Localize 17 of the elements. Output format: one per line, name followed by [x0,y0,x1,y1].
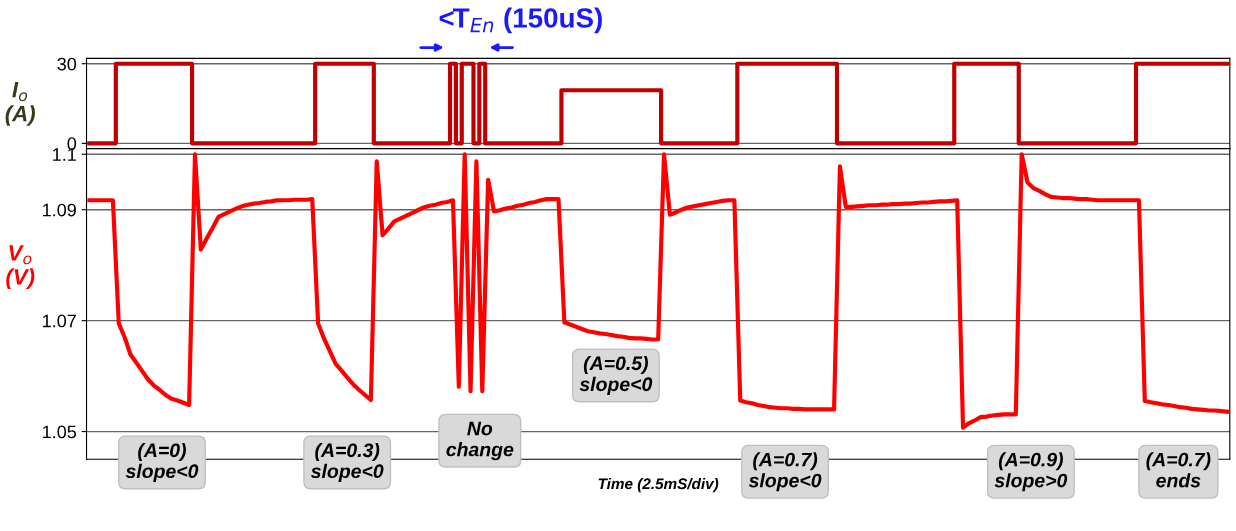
y-tick-label: 1.09 [43,203,76,217]
y-tick-label: 1.05 [43,425,77,439]
annotation: (A=0.7) slope<0 [748,452,822,492]
y-tick-label: 30 [57,57,77,71]
annotation: (A=0.3) slope<0 [310,442,384,482]
x-axis-title: Time (2.5mS/div) [598,477,719,493]
annotation: (A=0.7) ends [1146,452,1211,488]
y-tick-label: 1.1 [53,148,76,161]
annotation: (A=0) slope<0 [125,442,199,482]
y-tick-label: 0 [67,137,77,151]
y-tick-label: 1.07 [43,314,76,328]
y-axis-title: I$_{o}$ (A) [5,81,35,126]
annotation: (A=0.5) slope<0 [579,355,653,395]
text: <T$_{En}$ (150uS) [439,7,602,34]
annotation: (A=0.9) slope>0 [994,452,1068,492]
y-axis-title: V$_{o}$ (V) [6,245,35,290]
annotation: No change [446,421,514,461]
